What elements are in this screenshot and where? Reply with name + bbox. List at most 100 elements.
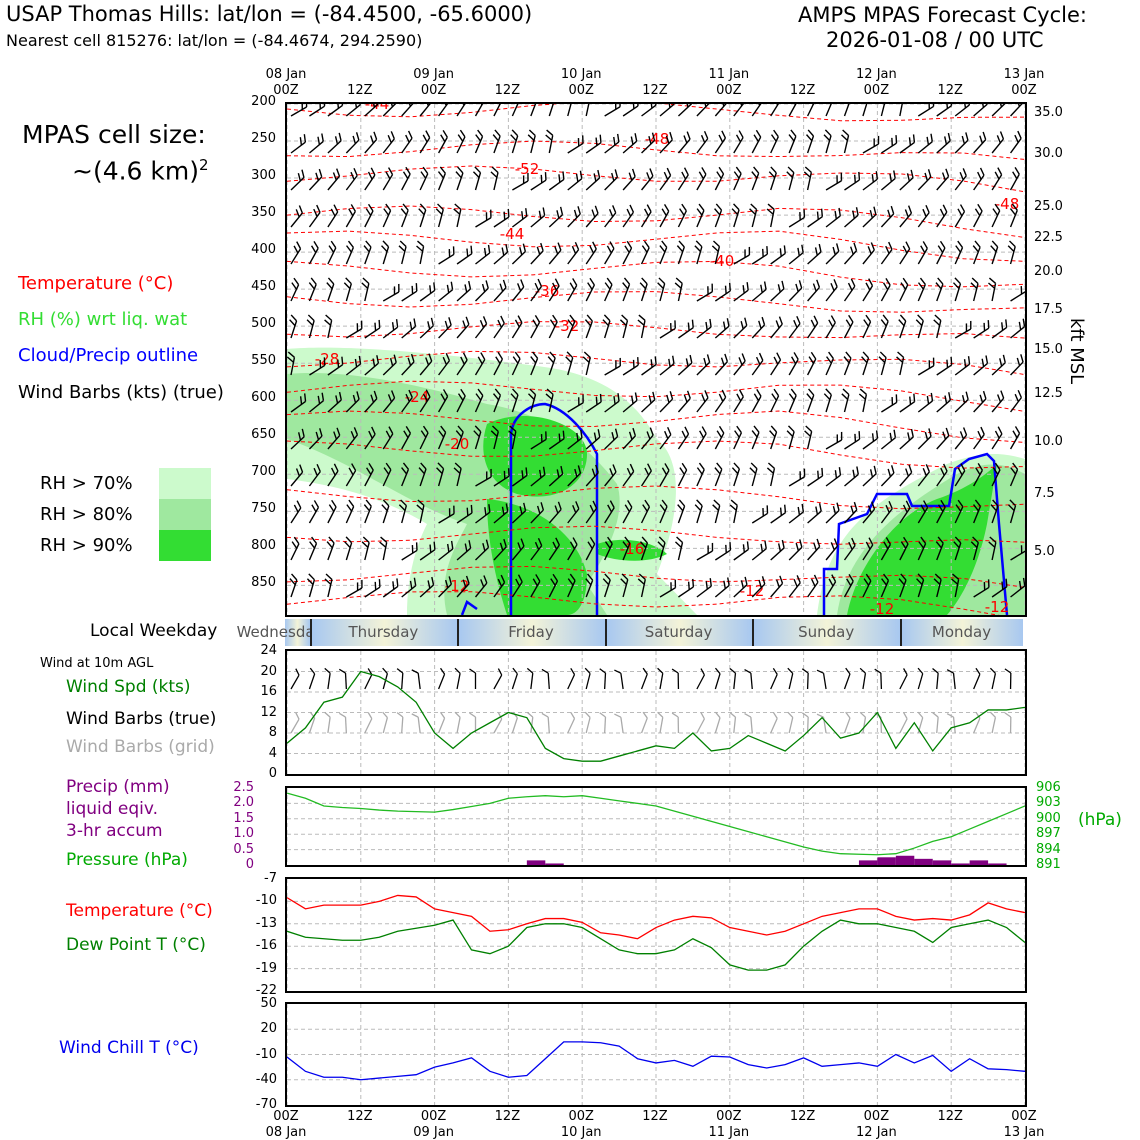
wind-barb — [990, 240, 999, 265]
wind-barb — [567, 278, 578, 302]
wind-barb — [548, 465, 564, 487]
wind-barb — [398, 499, 408, 524]
wind-barb — [327, 104, 344, 117]
wind-barb — [880, 537, 892, 561]
wind-barb — [641, 104, 657, 117]
isotherm — [287, 440, 1025, 469]
weekday-name: Monday — [931, 623, 992, 641]
surface-wind-barb — [787, 711, 794, 734]
wind-barb — [472, 166, 482, 191]
wind-barb — [880, 465, 895, 487]
wind-barb — [973, 203, 983, 228]
wind-barb — [530, 172, 547, 191]
y-tick: 12 — [260, 704, 277, 720]
wind-barb — [493, 468, 510, 487]
wind-barb — [382, 462, 392, 487]
wind-barb — [786, 166, 795, 191]
wind-barb — [290, 393, 307, 413]
surface-wind-barb — [396, 712, 404, 734]
wind-barb — [936, 204, 948, 228]
wind-barb — [657, 277, 666, 302]
wind-barb — [419, 576, 435, 598]
wind-barb — [768, 166, 777, 191]
wind-barb — [438, 281, 454, 302]
wind-speed-label: Wind Spd (kts) — [66, 677, 191, 697]
wind-barb — [530, 537, 543, 561]
surface-wind-barb — [696, 712, 705, 734]
wind-barb — [807, 243, 822, 265]
wind-barb — [1010, 104, 1024, 117]
wind-barb — [714, 104, 728, 117]
weekday-segment — [900, 619, 1023, 646]
wind-barb — [806, 351, 817, 376]
surface-wind-barb — [567, 668, 576, 690]
wind-barb — [419, 166, 429, 191]
wind-barb — [659, 355, 675, 376]
surface-wind-barb — [671, 668, 680, 690]
surface-wind-barb — [1004, 712, 1012, 734]
bottom-date-tick: 12 Jan — [856, 1125, 897, 1140]
wind-barb — [327, 356, 344, 376]
wind-barb — [899, 104, 904, 117]
wind-barb — [474, 352, 486, 376]
y-tick: -16 — [255, 938, 277, 954]
wind-barb — [694, 240, 703, 265]
precip-bar — [895, 855, 915, 865]
weekday-segment — [285, 619, 310, 646]
pressure-tick: 350 — [251, 205, 276, 221]
surface-wind-barb — [946, 669, 956, 690]
wind-barb — [733, 246, 751, 265]
rh70-swatch — [159, 468, 211, 499]
wind-barb — [843, 104, 852, 117]
isotherm-label: -12 — [870, 600, 895, 615]
top-date-tick: 12 Jan — [856, 67, 897, 82]
wind-barb — [729, 499, 738, 524]
weekday-segment — [309, 619, 458, 646]
rh-shading — [597, 539, 667, 561]
wind-barb — [640, 240, 650, 265]
wind-barb — [364, 462, 374, 487]
surface-wind-barb — [411, 669, 421, 690]
surface-wind-barb — [729, 667, 737, 690]
wind-barb — [327, 132, 342, 154]
wind-barb — [899, 464, 913, 487]
y-tick: -40 — [255, 1071, 277, 1087]
wind-barb — [637, 314, 646, 339]
wind-barb — [473, 425, 482, 450]
y-tick: 900 — [1036, 810, 1061, 826]
wind-barb — [677, 104, 693, 117]
wind-barb — [841, 129, 850, 154]
wind-barb — [973, 131, 987, 154]
surface-wind-barb — [989, 711, 997, 734]
y-tick: 50 — [260, 996, 277, 1011]
wind-barb — [327, 240, 337, 265]
weekday-label: Local Weekday — [90, 621, 218, 641]
wind-barb — [641, 168, 654, 191]
wind-barb — [841, 388, 850, 413]
wind-barb — [951, 573, 960, 598]
wind-barb — [527, 129, 536, 154]
wind-barb — [917, 241, 928, 265]
wind-barb — [917, 169, 932, 191]
height-tick: 7.5 — [1034, 486, 1055, 501]
wind-barb — [381, 240, 390, 265]
wind-barb — [456, 540, 472, 561]
chart-title: USAP Thomas Hills: lat/lon = (-84.4500, … — [6, 2, 533, 26]
wind-barb — [806, 104, 817, 117]
wind-barb — [548, 171, 565, 191]
wind-barb — [604, 393, 620, 413]
wind-barb — [751, 281, 767, 302]
height-tick: 20.0 — [1034, 264, 1063, 279]
y-tick: 1.5 — [233, 810, 254, 826]
wind-barb — [641, 356, 657, 376]
wind-barb — [418, 462, 427, 487]
bottom-hour-tick: 12Z — [494, 1109, 521, 1124]
surface-wind-barb — [973, 667, 981, 690]
wind-barb — [770, 539, 785, 561]
y-tick: 2.5 — [233, 780, 254, 795]
wind-barb — [899, 205, 913, 228]
wind-barb — [530, 574, 541, 598]
wind-barb — [327, 168, 341, 191]
wind-barb — [585, 205, 599, 228]
wind-barb — [584, 314, 594, 339]
